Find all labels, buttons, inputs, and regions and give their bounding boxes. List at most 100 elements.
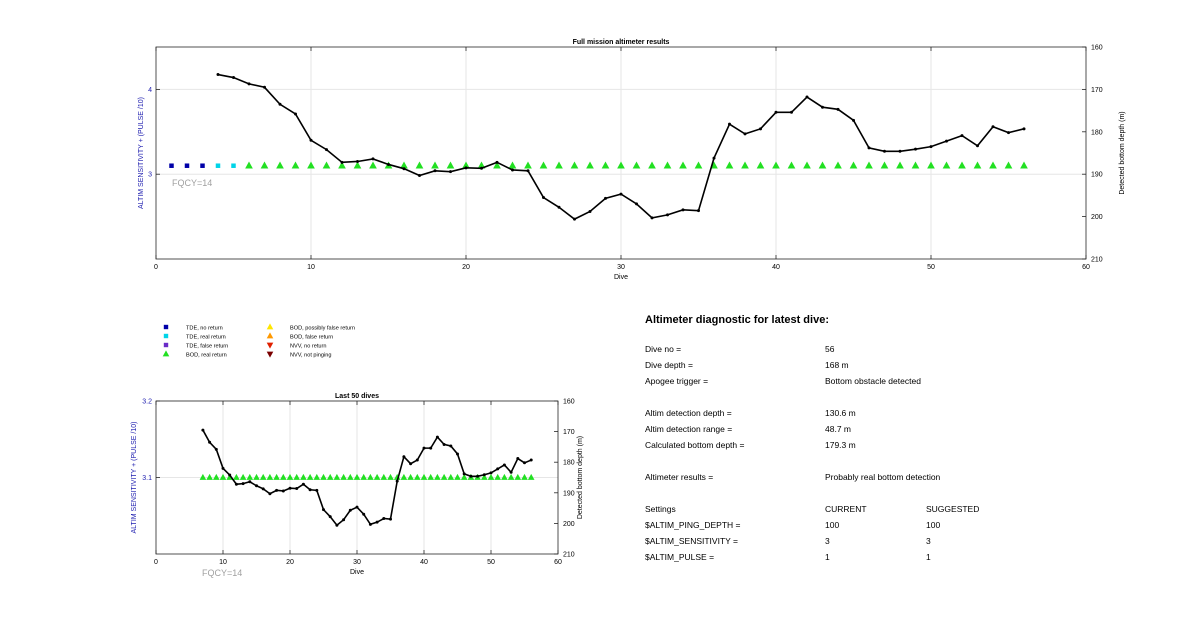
bod-real-return-marker xyxy=(507,473,515,480)
bod-real-return-marker xyxy=(338,161,346,169)
bottom-depth-point xyxy=(914,147,917,151)
bod-real-return-marker xyxy=(493,161,501,169)
bottom-depth-point xyxy=(435,435,439,439)
tde-real-return-marker xyxy=(215,163,221,168)
bod-real-return-marker xyxy=(849,161,858,169)
bod-real-return-marker xyxy=(313,473,321,480)
bottom-depth-point xyxy=(308,488,312,492)
bottom-depth-point xyxy=(462,472,466,476)
bottom-depth-point xyxy=(666,213,669,217)
setting-current: 3 xyxy=(825,536,830,546)
bottom-depth-point xyxy=(214,447,218,451)
bottom-depth-point xyxy=(529,458,533,462)
bod-real-return-marker xyxy=(360,473,367,480)
bod-real-return-marker xyxy=(407,473,414,480)
y-right-tick-label: 170 xyxy=(563,429,575,436)
bottom-depth-point xyxy=(415,458,419,462)
bottom-depth-point xyxy=(929,145,933,149)
bod-real-return-marker xyxy=(462,161,470,169)
x-tick-label: 20 xyxy=(462,264,470,271)
last-50-dives-chart: 0 10 20 30 40 50 60 3.1 3.2 160 170 180 190 200 210 Las… xyxy=(131,393,584,578)
bottom-depth-point xyxy=(362,512,366,516)
diag-row-ping-depth: $ALTIM_PING_DEPTH = 100 100 xyxy=(645,520,1165,536)
bod-real-return-marker xyxy=(400,161,408,169)
bottom-depth-point xyxy=(976,144,979,148)
legend-triangle-marker xyxy=(266,342,274,349)
bottom-depth-point xyxy=(387,162,390,166)
diag-row-pulse: $ALTIM_PULSE = 1 1 xyxy=(645,552,1165,568)
bod-real-return-marker xyxy=(539,161,548,169)
legend-label: BOD, possibly false return xyxy=(290,325,355,331)
bottom-depth-point xyxy=(588,210,592,214)
y-right-tick-label: 160 xyxy=(1091,45,1103,52)
bottom-depth-point xyxy=(232,76,235,80)
bottom-depth-point xyxy=(208,440,212,444)
bottom-depth-point xyxy=(234,482,238,486)
bottom-depth-point xyxy=(619,192,623,196)
legend-item: TDE, false return xyxy=(163,342,228,349)
tde-real-return-marker xyxy=(231,163,236,168)
bottom-depth-point xyxy=(774,110,778,114)
legend-item: BOD, possibly false return xyxy=(266,323,355,331)
legend-label: BOD, false return xyxy=(290,334,333,340)
bottom-depth-point xyxy=(389,517,392,521)
bod-real-return-marker xyxy=(213,473,220,480)
bod-real-return-marker xyxy=(555,161,563,169)
bod-real-return-marker xyxy=(259,473,267,480)
bod-real-return-marker xyxy=(679,161,687,169)
bod-real-return-marker xyxy=(942,161,951,169)
bod-real-return-marker xyxy=(333,473,341,480)
bottom-depth-point xyxy=(375,520,379,524)
bod-real-return-marker xyxy=(373,473,381,480)
bottom-depth-point xyxy=(1007,131,1010,135)
bottom-depth-point xyxy=(604,196,607,200)
y-left-tick-label: 3.2 xyxy=(142,399,152,406)
bottom-depth-point xyxy=(309,138,313,142)
bod-real-return-marker xyxy=(369,161,377,169)
bod-real-return-marker xyxy=(300,473,307,480)
bod-real-return-marker xyxy=(803,161,811,169)
diagnostic-panel: Altimeter diagnostic for latest dive: Di… xyxy=(645,314,1165,568)
bod-real-return-marker xyxy=(307,161,315,169)
legend-item: TDE, real return xyxy=(163,333,226,340)
bod-real-return-marker xyxy=(291,161,300,169)
setting-current: 1 xyxy=(825,552,830,562)
bottom-depth-point xyxy=(335,523,339,527)
diag-label: Altim detection depth = xyxy=(645,408,732,418)
bottom-depth-point xyxy=(516,457,520,461)
bottom-depth-point xyxy=(442,442,446,446)
bottom-depth-point xyxy=(557,205,561,209)
bod-real-return-marker xyxy=(973,161,982,169)
bottom-depth-point xyxy=(836,107,840,111)
bottom-depth-point xyxy=(340,160,344,164)
bod-real-return-marker xyxy=(958,161,966,169)
bod-real-return-marker xyxy=(273,473,280,480)
bod-real-return-marker xyxy=(586,161,594,169)
diag-value: 48.7 m xyxy=(825,424,851,434)
bottom-depth-point xyxy=(261,487,265,491)
bottom-depth-point xyxy=(281,489,285,493)
bod-real-return-marker xyxy=(501,473,508,480)
bod-real-return-marker xyxy=(380,473,388,480)
diag-value: Probably real bottom detection xyxy=(825,472,941,482)
y-right-tick-label: 180 xyxy=(1091,129,1103,136)
bottom-depth-point xyxy=(480,166,483,170)
bod-real-return-marker xyxy=(434,473,441,480)
bod-real-return-marker xyxy=(286,473,294,480)
bod-real-return-marker xyxy=(787,161,796,169)
bod-real-return-marker xyxy=(367,473,374,480)
legend-item: BOD, false return xyxy=(266,332,333,340)
bod-real-return-marker xyxy=(353,473,361,480)
bottom-depth-point xyxy=(635,202,638,206)
bottom-depth-point xyxy=(449,444,453,448)
tde-no-return-marker xyxy=(169,163,174,168)
x-tick-label: 50 xyxy=(487,559,495,566)
bottom-depth-point xyxy=(482,473,486,477)
bottom-depth-point xyxy=(315,488,319,492)
bod-real-return-marker xyxy=(245,161,253,169)
legend-label: NVV, not pinging xyxy=(290,352,331,358)
x-tick-label: 0 xyxy=(154,559,158,566)
bottom-depth-point xyxy=(422,446,426,450)
bottom-depth-point xyxy=(712,156,716,160)
diag-row-dive-no: Dive no = 56 xyxy=(645,344,1165,360)
